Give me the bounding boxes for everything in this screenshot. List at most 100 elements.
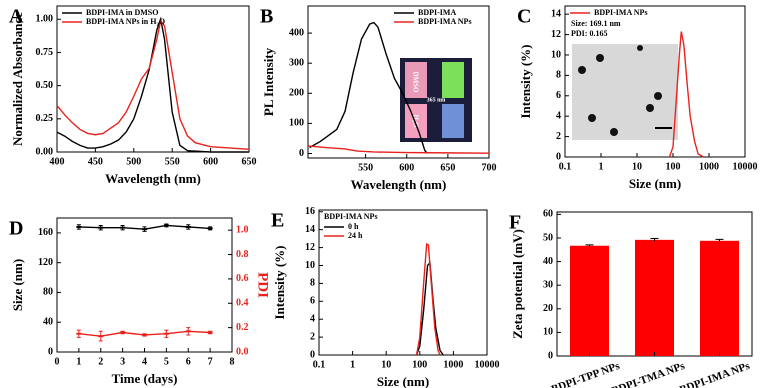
y-tick-label: 0 [310,349,315,360]
bar [635,239,674,356]
x-tick-label: 1 [76,356,81,367]
panel-label: A [9,6,24,28]
y-tick-label: 2 [556,131,561,142]
x-tick-label: 550 [358,162,373,173]
series-line [56,18,250,151]
legend-label: BDPI-IMA NPs [418,17,472,26]
y2-tick-label: 0.6 [236,273,249,284]
tube [405,104,427,138]
x-axis-label: Time (days) [112,371,178,386]
error-bar [120,330,125,335]
x-tick-label: 600 [399,162,414,173]
legend-label: BDPI-IMA NPs in H₂O [86,17,165,26]
error-bar [98,224,103,231]
y-tick-label: 160 [38,227,53,238]
y-tick-label: 0 [299,148,304,159]
x-tick-label: 7 [208,356,213,367]
x-tick-label: 8 [230,356,235,367]
legend-label: 0 h [348,222,359,231]
y-axis-label: Intensity (%) [518,44,533,118]
legend-label: 24 h [348,231,363,240]
y2-axis-label: PDI [255,272,271,298]
x-axis-label: Size (nm) [377,374,429,388]
x-tick-label: 0.1 [559,161,572,172]
error-bar [186,327,191,336]
y-axis-label: Size (nm) [10,259,25,311]
y-axis-label: PL Intensity [261,47,276,116]
y-tick-label: 10 [551,49,561,60]
y-tick-label: 8 [310,278,315,289]
y-tick-label: 14 [305,224,315,235]
series-line [307,145,490,154]
tem-particle [588,114,596,122]
y2-tick-label: 1.0 [236,224,249,235]
error-bar [142,226,147,232]
y-tick-label: 8 [556,70,561,81]
panel-label: E [271,210,284,232]
y-tick-label: 14 [551,8,561,19]
error-bar [208,330,213,335]
tem-particle [610,128,618,136]
y-tick-label: 50 [543,232,553,243]
y-axis-label: Normalized Absorbance [10,12,25,146]
series-line [56,16,249,153]
y-tick-label: 16 [305,206,315,217]
y-tick-label: 0.00 [36,146,54,157]
tem-particle [654,92,662,100]
panel-label: F [509,212,521,234]
x-tick-label: 5 [164,356,169,367]
tem-particle [596,54,604,62]
y-tick-label: 60 [543,209,553,220]
y-tick-label: 0 [48,346,53,357]
x-axis-label: Wavelength (nm) [351,177,447,192]
inset-tem [572,44,678,140]
error-bar [164,223,169,228]
x-tick-label: 3 [120,356,125,367]
legend-label: BDPI-IMA [418,8,456,17]
x-tick-label: 1 [599,161,604,172]
tem-particle [646,104,654,112]
legend-label: BDPI-IMA in DMSO [86,8,158,17]
x-tick-label: 450 [88,156,103,167]
error-bar [585,244,594,247]
y-tick-label: 1.00 [36,14,54,25]
x-tick-label: 100 [412,359,427,370]
x-tick-label: 700 [482,162,497,173]
bar [700,240,739,356]
y-tick-label: 120 [38,257,53,268]
y-tick-label: 0 [556,151,561,162]
x-tick-label: 0 [55,356,60,367]
legend-title: BDPI-IMA NPs [324,212,378,221]
x-tick-label: 10000 [475,359,500,370]
x-tick-label: 4 [142,356,147,367]
y-tick-label: 12 [305,242,315,253]
error-bar [76,329,81,338]
panel-label: D [9,218,23,240]
y-tick-label: 40 [543,256,553,267]
y-tick-label: 30 [543,279,553,290]
y-tick-label: 10 [305,260,315,271]
error-bar [120,224,125,231]
annotation: PDI: 0.165 [571,29,607,38]
panel-label: B [260,6,273,28]
tem-particle [578,66,586,74]
error-bar [98,330,103,342]
y2-tick-label: 0.8 [236,249,249,260]
x-tick-label: 2 [98,356,103,367]
y-tick-label: 0.75 [36,47,54,58]
error-bar [186,224,191,230]
tem-particle [637,45,643,51]
y-axis-label: Zeta potential (mV) [510,229,525,339]
error-bar [142,333,147,337]
y-tick-label: 10 [543,327,553,338]
x-tick-label: 550 [165,156,180,167]
plot-frame [56,5,250,153]
y-tick-label: 12 [551,29,561,40]
x-tick-label: 1 [350,359,355,370]
y-tick-label: 20 [543,303,553,314]
tube [442,62,464,98]
plot-frame [318,209,488,356]
x-tick-label: 400 [50,156,65,167]
x-tick-label: 600 [203,156,218,167]
error-bar [164,329,169,338]
